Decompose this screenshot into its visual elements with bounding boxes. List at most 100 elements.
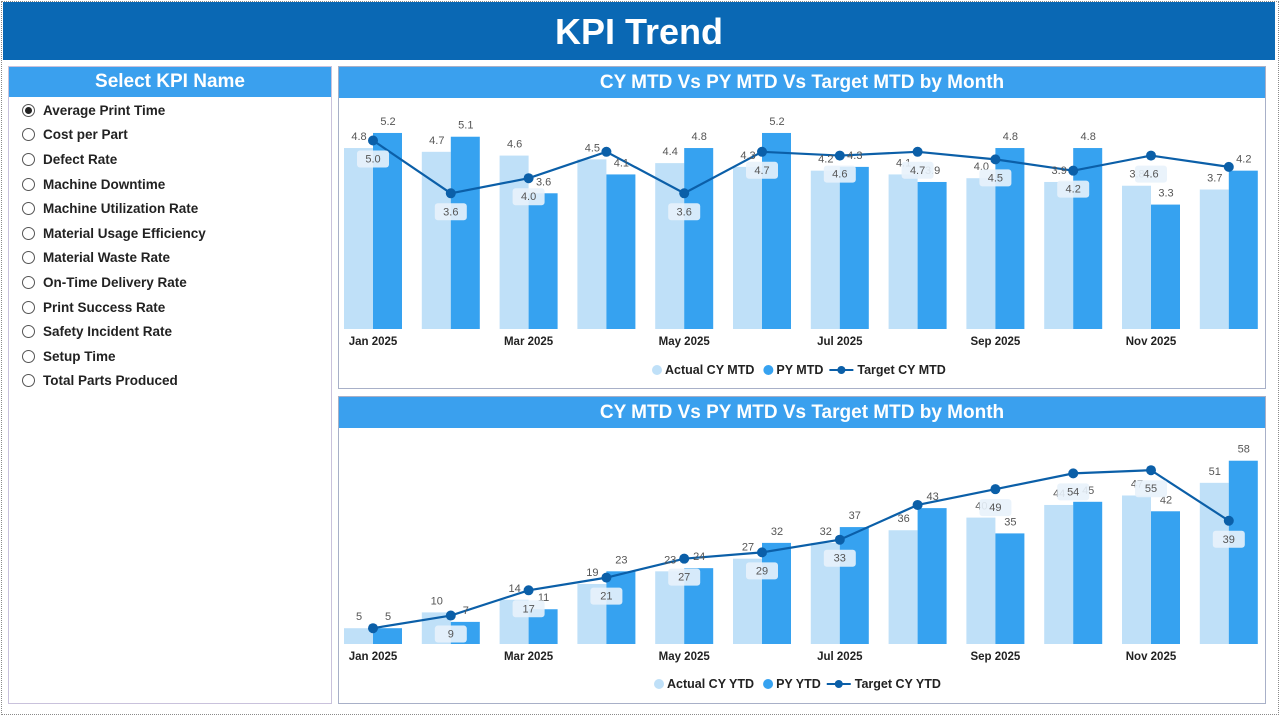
actual-data-label: 27 [742, 542, 754, 554]
actual-data-label: 19 [586, 567, 598, 579]
target-point [523, 585, 534, 596]
radio-button[interactable] [22, 202, 35, 216]
actual-bar [577, 159, 607, 329]
py-data-label: 3.3 [1158, 188, 1173, 200]
py-bar [606, 174, 636, 329]
target-data-label: 4.7 [754, 165, 769, 177]
kpi-option[interactable]: Machine Downtime [9, 172, 331, 197]
target-point [990, 154, 1001, 165]
actual-data-label: 4.8 [351, 131, 366, 143]
kpi-option-label: Print Success Rate [43, 299, 166, 315]
target-data-label: 17 [522, 603, 534, 615]
py-data-label: 4.8 [1003, 131, 1018, 143]
radio-button[interactable] [22, 103, 35, 117]
py-bar [1151, 511, 1180, 644]
target-point [445, 610, 456, 621]
radio-button[interactable] [22, 177, 35, 191]
target-point [1068, 165, 1079, 176]
actual-data-label: 3.7 [1207, 173, 1222, 185]
legend-py-icon [763, 365, 774, 375]
legend-target-icon [834, 680, 843, 688]
py-bar [1228, 460, 1258, 644]
kpi-option[interactable]: Print Success Rate [9, 295, 331, 320]
actual-data-label: 23 [664, 554, 676, 566]
target-label-box [512, 600, 545, 618]
py-data-label: 37 [849, 510, 861, 522]
actual-bar [421, 151, 451, 329]
py-bar [1228, 170, 1258, 329]
target-point [757, 547, 767, 558]
target-point [757, 146, 767, 157]
ytd-chart-title: CY MTD Vs PY MTD Vs Target MTD by Month [339, 397, 1265, 428]
py-bar [1073, 501, 1103, 644]
target-label-box [512, 188, 545, 206]
kpi-option[interactable]: Cost per Part [9, 123, 331, 148]
kpi-option[interactable]: Material Usage Efficiency [9, 221, 331, 246]
py-bar [450, 136, 480, 329]
radio-button[interactable] [22, 251, 35, 265]
legend-actual-icon [652, 365, 662, 375]
kpi-option[interactable]: Machine Utilization Rate [9, 196, 331, 221]
kpi-option[interactable]: Defect Rate [9, 147, 331, 172]
target-data-label: 21 [600, 591, 612, 603]
kpi-option[interactable]: Total Parts Produced [9, 369, 331, 394]
kpi-option[interactable]: On-Time Delivery Rate [9, 270, 331, 295]
legend-py-label: PY YTD [776, 677, 821, 691]
actual-data-label: 36 [897, 513, 909, 525]
target-label-box [1212, 530, 1245, 548]
legend-target-icon [837, 366, 846, 374]
actual-bar [344, 628, 373, 644]
kpi-option-label: Cost per Part [43, 127, 128, 143]
actual-bar [966, 178, 996, 329]
py-data-label: 4.3 [847, 150, 862, 162]
x-tick-label: Jul 2025 [817, 651, 863, 663]
kpi-option-label: Machine Downtime [43, 176, 166, 192]
actual-data-label: 14 [508, 583, 520, 595]
target-label-box [1135, 480, 1167, 498]
x-tick-label: Jan 2025 [349, 336, 398, 348]
x-tick-label: May 2025 [659, 336, 711, 348]
actual-data-label: 4.2 [818, 154, 833, 166]
py-data-label: 43 [926, 491, 938, 503]
legend-target-label: Target CY YTD [855, 677, 941, 691]
target-point [1146, 465, 1156, 476]
kpi-option[interactable]: Average Print Time [9, 98, 331, 123]
ytd-chart-panel: CY MTD Vs PY MTD Vs Target MTD by Month … [338, 396, 1266, 704]
kpi-option[interactable]: Setup Time [9, 344, 331, 369]
py-data-label: 58 [1238, 444, 1250, 456]
radio-button[interactable] [22, 226, 35, 240]
target-data-label: 5.0 [365, 154, 380, 166]
actual-data-label: 5 [356, 611, 362, 623]
actual-data-label: 4.3 [740, 150, 755, 162]
target-label-box [668, 568, 701, 586]
radio-button[interactable] [22, 152, 35, 166]
target-label-box [901, 161, 934, 179]
mtd-chart-title: CY MTD Vs PY MTD Vs Target MTD by Month [339, 67, 1265, 98]
py-bar [1151, 204, 1180, 329]
target-data-label: 39 [1223, 534, 1235, 546]
target-label-box [746, 161, 778, 179]
x-tick-label: Jul 2025 [817, 336, 863, 348]
mtd-chart: 4.85.25.04.75.13.64.63.64.04.54.14.44.83… [344, 116, 1258, 377]
py-data-label: 5 [385, 611, 391, 623]
target-data-label: 3.6 [443, 206, 458, 218]
actual-bar [1122, 495, 1151, 644]
actual-bar [966, 517, 996, 644]
py-data-label: 24 [693, 551, 705, 563]
py-bar [606, 571, 636, 644]
kpi-option[interactable]: Safety Incident Rate [9, 319, 331, 344]
radio-button[interactable] [22, 128, 35, 142]
radio-button[interactable] [22, 374, 35, 388]
kpi-option[interactable]: Material Waste Rate [9, 246, 331, 271]
radio-button[interactable] [22, 325, 35, 339]
legend-py-icon [763, 679, 774, 689]
radio-button[interactable] [22, 300, 35, 314]
py-data-label: 5.2 [769, 116, 784, 128]
actual-bar [1199, 482, 1229, 644]
py-data-label: 4.1 [614, 157, 629, 169]
target-point [601, 572, 612, 583]
radio-button[interactable] [22, 275, 35, 289]
target-point [368, 623, 378, 634]
radio-button[interactable] [22, 349, 35, 363]
